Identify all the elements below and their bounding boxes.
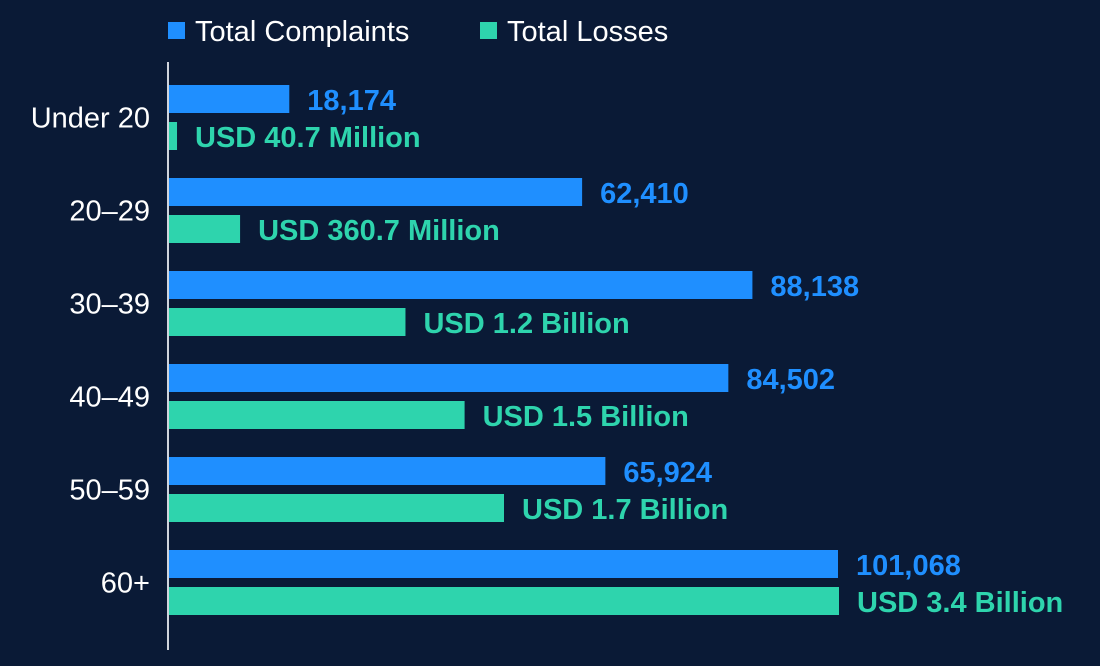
category-label-50-59: 50–59 [69, 475, 150, 507]
value-label-total-losses-60: USD 3.4 Billion [857, 587, 1063, 619]
category-labels: Under 20 20–29 30–39 40–49 50–59 60+ [31, 103, 150, 600]
bar-total-losses-under-20 [169, 122, 178, 150]
bar-total-losses-50-59 [169, 494, 504, 522]
category-label-under-20: Under 20 [31, 103, 150, 135]
bar-total-complaints-20-29 [169, 178, 583, 206]
bar-total-complaints-60 [169, 550, 838, 578]
legend-label-total-losses: Total Losses [507, 16, 668, 48]
bar-total-losses-60 [169, 587, 839, 615]
legend: Total Complaints Total Losses [168, 16, 668, 48]
value-label-total-losses-50-59: USD 1.7 Billion [522, 494, 728, 526]
category-label-20-29: 20–29 [69, 196, 150, 228]
value-label-total-losses-40-49: USD 1.5 Billion [483, 401, 689, 433]
value-label-total-complaints-40-49: 84,502 [746, 364, 835, 396]
value-label-total-complaints-30-39: 88,138 [770, 271, 859, 303]
legend-swatch-total-complaints [168, 22, 185, 39]
value-label-total-complaints-60: 101,068 [856, 550, 961, 582]
value-label-total-complaints-50-59: 65,924 [623, 457, 712, 489]
bar-total-complaints-30-39 [169, 271, 753, 299]
bar-total-losses-20-29 [169, 215, 241, 243]
bars [169, 85, 839, 615]
category-label-40-49: 40–49 [69, 382, 150, 414]
bar-total-complaints-under-20 [169, 85, 290, 113]
category-label-60: 60+ [101, 568, 150, 600]
bar-total-losses-40-49 [169, 401, 465, 429]
bar-total-complaints-50-59 [169, 457, 606, 485]
value-label-total-losses-20-29: USD 360.7 Million [258, 215, 500, 247]
category-label-30-39: 30–39 [69, 289, 150, 321]
value-labels: 18,174 USD 40.7 Million 62,410 USD 360.7 Mi… [195, 85, 1063, 619]
value-label-total-complaints-20-29: 62,410 [600, 178, 689, 210]
bar-total-losses-30-39 [169, 308, 406, 336]
legend-swatch-total-losses [480, 22, 497, 39]
value-label-total-losses-under-20: USD 40.7 Million [195, 122, 421, 154]
legend-label-total-complaints: Total Complaints [195, 16, 409, 48]
bar-total-complaints-40-49 [169, 364, 729, 392]
value-label-total-losses-30-39: USD 1.2 Billion [423, 308, 629, 340]
value-label-total-complaints-under-20: 18,174 [307, 85, 396, 117]
